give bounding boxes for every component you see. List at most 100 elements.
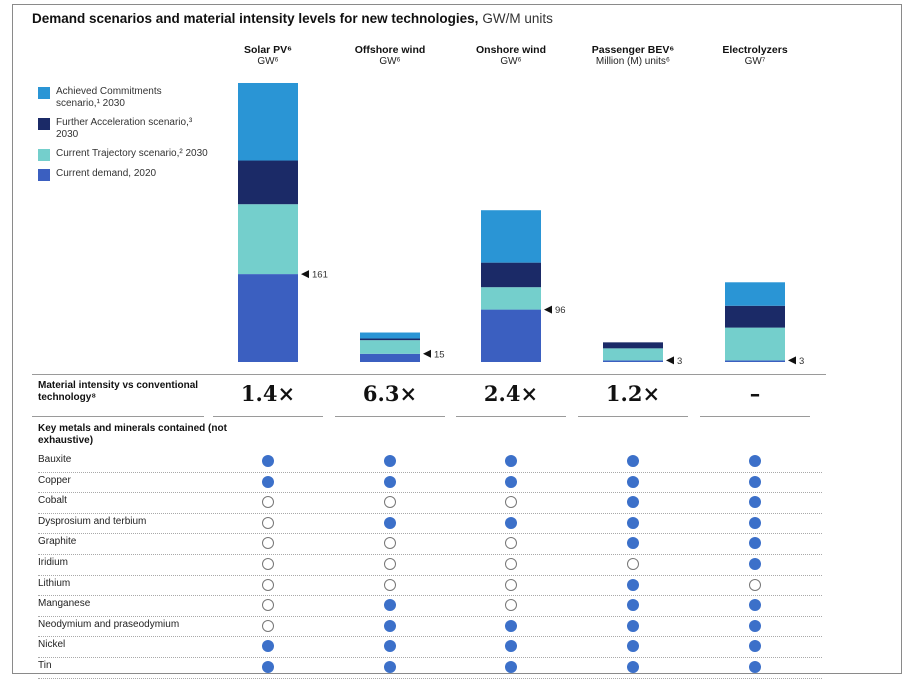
- not-contained-dot: [749, 578, 761, 591]
- metal-name: Bauxite: [38, 454, 72, 465]
- contained-dot: [262, 455, 274, 467]
- legend-label: Current demand, 2020: [56, 168, 157, 179]
- contained-dot: [384, 475, 396, 488]
- data-label: 3: [799, 356, 804, 367]
- bar-segment: [725, 305, 785, 328]
- bar-segment: [238, 274, 298, 362]
- contained-dot: [749, 496, 761, 509]
- legend-swatch-current-demand: [38, 169, 50, 181]
- legend-item: Further Acceleration scenario,³ 2030: [38, 117, 208, 141]
- metal-name: Graphite: [38, 536, 77, 548]
- data-label-marker: [544, 305, 552, 314]
- metal-name: Neodymium and praseodymium: [38, 618, 180, 630]
- not-contained-dot: [384, 578, 396, 591]
- metal-row: Cobalt: [38, 492, 822, 514]
- contained-dot: [627, 496, 639, 509]
- intensity-divider: [213, 416, 323, 417]
- intensity-divider: [578, 416, 688, 417]
- not-contained-dot: [262, 537, 274, 550]
- not-contained-dot: [505, 599, 517, 612]
- contained-dot: [749, 558, 761, 570]
- contained-dot: [384, 619, 396, 632]
- column-header-name: Passenger BEV⁶: [591, 44, 675, 56]
- legend: Achieved Commitments scenario,¹ 2030 Fur…: [38, 86, 208, 188]
- bar-segment: [603, 348, 663, 361]
- column-header-unit: GW⁷: [744, 56, 766, 67]
- column-header-name: Offshore wind: [354, 44, 426, 56]
- contained-dot: [749, 475, 761, 488]
- divider-top: [32, 374, 826, 375]
- legend-swatch-achieved: [38, 87, 50, 99]
- not-contained-dot: [505, 578, 517, 591]
- legend-label: Achieved Commitments scenario,¹ 2030: [56, 86, 162, 109]
- data-label: 15: [434, 349, 445, 360]
- legend-item: Current demand, 2020: [38, 168, 208, 181]
- bar-segment: [603, 360, 663, 362]
- chart-title-unit: GW/M units: [482, 11, 553, 26]
- column-header-unit: GW⁶: [257, 56, 279, 67]
- bar-segment: [481, 309, 541, 362]
- data-label-marker: [666, 356, 674, 365]
- not-contained-dot: [505, 558, 517, 570]
- column-header-unit: GW⁶: [379, 56, 401, 67]
- metal-name: Manganese: [38, 598, 91, 610]
- column-header-name: Solar PV⁶: [243, 44, 293, 56]
- metal-row: Bauxite: [38, 451, 822, 473]
- not-contained-dot: [627, 558, 639, 570]
- contained-dot: [627, 599, 639, 612]
- metal-row: Neodymium and praseodymium: [38, 616, 822, 638]
- legend-label: Further Acceleration scenario,³ 2030: [56, 117, 193, 140]
- metal-name: Lithium: [38, 577, 71, 589]
- contained-dot: [505, 516, 517, 529]
- data-label: 96: [555, 305, 566, 316]
- contained-dot: [262, 475, 274, 488]
- not-contained-dot: [384, 537, 396, 550]
- metal-row: Copper: [38, 472, 822, 494]
- contained-dot: [627, 475, 639, 488]
- contained-dot: [384, 661, 396, 673]
- intensity-divider: [32, 416, 204, 417]
- contained-dot: [627, 661, 639, 673]
- contained-dot: [384, 640, 396, 653]
- bar-segment: [481, 210, 541, 263]
- legend-swatch-current-trajectory: [38, 149, 50, 161]
- column-header: Passenger BEV⁶ Million (M) units⁶: [568, 44, 698, 68]
- contained-dot: [749, 516, 761, 529]
- metal-name: Iridium: [38, 557, 69, 568]
- bar-segment: [725, 327, 785, 361]
- contained-dot: [262, 640, 274, 653]
- metal-row: Nickel: [38, 636, 822, 658]
- metal-row: Iridium: [38, 554, 822, 576]
- metal-row: Manganese: [38, 595, 822, 617]
- contained-dot: [627, 455, 639, 467]
- bar-segment: [238, 82, 298, 161]
- contained-dot: [749, 619, 761, 632]
- intensity-divider: [456, 416, 566, 417]
- contained-dot: [749, 455, 761, 467]
- contained-dot: [384, 516, 396, 529]
- contained-dot: [749, 599, 761, 612]
- column-header: Electrolyzers GW⁷: [690, 44, 820, 68]
- column-header: Offshore wind GW⁶: [325, 44, 455, 68]
- contained-dot: [262, 661, 274, 673]
- not-contained-dot: [262, 599, 274, 612]
- not-contained-dot: [505, 496, 517, 509]
- column-header: Solar PV⁶ GW⁶: [203, 44, 333, 68]
- data-label: 161: [312, 270, 328, 281]
- bar-segment: [725, 282, 785, 306]
- metal-name: Cobalt: [38, 495, 67, 507]
- column-header: Onshore wind GW⁶: [446, 44, 576, 68]
- metal-name: Nickel: [38, 639, 66, 651]
- metal-row: Dysprosium and terbium: [38, 513, 822, 535]
- contained-dot: [627, 640, 639, 653]
- metal-row: Tin: [38, 657, 822, 679]
- contained-dot: [749, 537, 761, 550]
- data-label-marker: [788, 356, 796, 365]
- intensity-value: –: [749, 381, 761, 406]
- data-label-marker: [423, 349, 431, 358]
- contained-dot: [627, 619, 639, 632]
- metal-row: Lithium: [38, 575, 822, 597]
- contained-dot: [749, 661, 761, 673]
- contained-dot: [505, 661, 517, 673]
- column-header-name: Electrolyzers: [722, 44, 788, 56]
